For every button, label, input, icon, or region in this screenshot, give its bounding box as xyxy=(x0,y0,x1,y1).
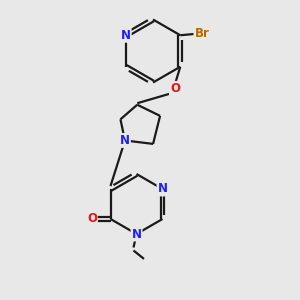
Text: N: N xyxy=(158,182,167,196)
Text: N: N xyxy=(121,29,131,42)
Text: Br: Br xyxy=(194,27,209,40)
Text: O: O xyxy=(87,212,97,226)
Text: N: N xyxy=(131,227,142,241)
Text: O: O xyxy=(170,82,180,95)
Text: N: N xyxy=(120,134,130,147)
